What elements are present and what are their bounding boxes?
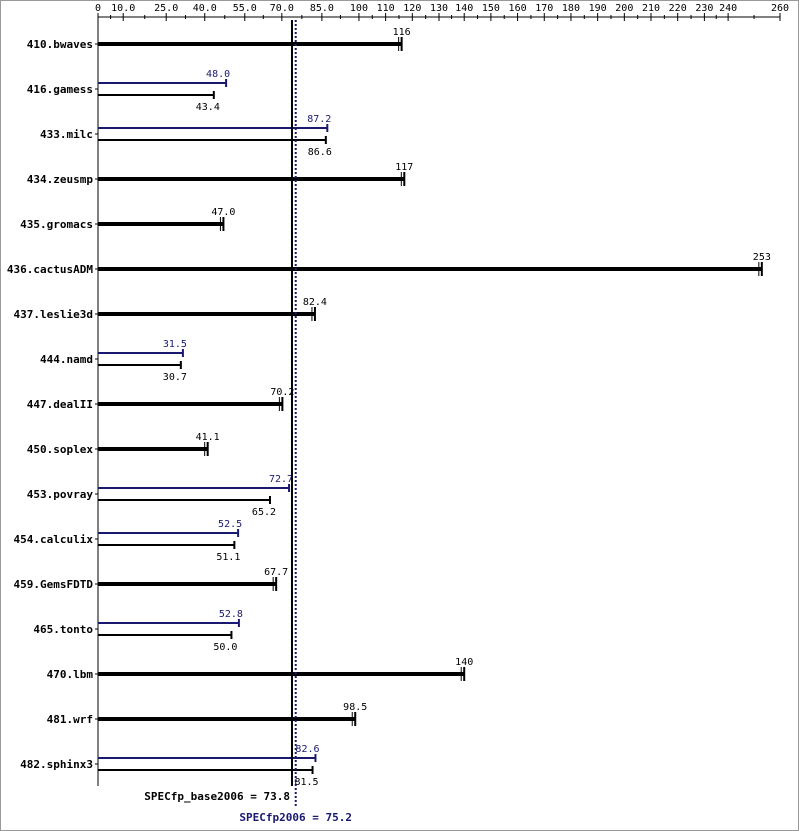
x-tick-label: 100 <box>350 3 368 14</box>
base-value-label: 67.7 <box>264 567 288 578</box>
x-axis: 0 10.0 25.0 40.0 55.0 70.0 85.0 100 110 120 130 140… <box>95 3 789 786</box>
x-tick-label: 240 <box>719 3 737 14</box>
peak-value-label: 82.6 <box>295 744 319 755</box>
benchmark-label: 470.lbm <box>47 668 94 681</box>
x-tick-label: 220 <box>669 3 687 14</box>
peak-value-label: 72.7 <box>269 474 293 485</box>
base-value-label: 98.5 <box>343 702 367 713</box>
base-value-label: 51.1 <box>216 552 240 563</box>
benchmark-label: 433.milc <box>40 128 93 141</box>
x-tick-label: 200 <box>615 3 633 14</box>
x-tick-label: 40.0 <box>193 3 217 14</box>
x-tick-label: 140 <box>455 3 473 14</box>
peak-value-label: 87.2 <box>307 114 331 125</box>
base-value-label: 82.4 <box>303 297 327 308</box>
x-tick-label: 260 <box>771 3 789 14</box>
x-tick-label: 170 <box>535 3 553 14</box>
base-value-label: 81.5 <box>294 777 318 788</box>
x-tick-label: 120 <box>403 3 421 14</box>
base-value-label: 43.4 <box>196 102 220 113</box>
benchmark-label: 416.gamess <box>27 83 93 96</box>
benchmark-label: 434.zeusmp <box>27 173 94 186</box>
x-tick-label: 70.0 <box>270 3 294 14</box>
x-tick-label: 85.0 <box>310 3 334 14</box>
x-tick-label: 130 <box>430 3 448 14</box>
x-tick-label: 150 <box>482 3 500 14</box>
base-value-label: 253 <box>753 252 771 263</box>
bars: 116 48.0 43.4 87.2 86.6 117 47.0 253 82.4 31.5 30.… <box>98 27 771 788</box>
base-value-label: 140 <box>455 657 473 668</box>
benchmark-label: 435.gromacs <box>20 218 93 231</box>
base-value-label: 116 <box>393 27 411 38</box>
benchmark-label: 444.namd <box>40 353 93 366</box>
x-tick-label: 55.0 <box>233 3 257 14</box>
base-mean-label: SPECfp_base2006 = 73.8 <box>144 790 290 803</box>
base-value-label: 50.0 <box>213 642 237 653</box>
benchmark-label: 481.wrf <box>47 713 93 726</box>
x-tick-label: 10.0 <box>111 3 135 14</box>
base-value-label: 65.2 <box>252 507 276 518</box>
x-tick-label: 190 <box>589 3 607 14</box>
peak-mean-label: SPECfp2006 = 75.2 <box>239 811 352 824</box>
base-value-label: 117 <box>395 162 413 173</box>
benchmark-label: 454.calculix <box>14 533 94 546</box>
benchmark-labels: 410.bwaves 416.gamess 433.milc 434.zeusmp 43… <box>7 38 98 771</box>
benchmark-label: 482.sphinx3 <box>20 758 93 771</box>
base-value-label: 70.2 <box>270 387 294 398</box>
peak-value-label: 31.5 <box>163 339 187 350</box>
x-tick-label: 160 <box>509 3 527 14</box>
benchmark-label: 465.tonto <box>33 623 93 636</box>
benchmark-label: 450.soplex <box>27 443 94 456</box>
mean-lines: SPECfp_base2006 = 73.8 SPECfp2006 = 75.2 <box>144 20 352 824</box>
base-value-label: 86.6 <box>308 147 332 158</box>
benchmark-label: 436.cactusADM <box>7 263 93 276</box>
benchmark-label: 459.GemsFDTD <box>14 578 94 591</box>
benchmark-label: 410.bwaves <box>27 38 93 51</box>
benchmark-label: 447.dealII <box>27 398 93 411</box>
benchmark-label: 437.leslie3d <box>14 308 93 321</box>
benchmark-label: 453.povray <box>27 488 94 501</box>
peak-value-label: 52.5 <box>218 519 242 530</box>
base-value-label: 47.0 <box>211 207 235 218</box>
x-tick-label: 110 <box>377 3 395 14</box>
x-tick-label: 230 <box>695 3 713 14</box>
peak-value-label: 52.8 <box>219 609 243 620</box>
base-value-label: 41.1 <box>196 432 220 443</box>
x-tick-label: 25.0 <box>154 3 178 14</box>
x-tick-label: 210 <box>642 3 660 14</box>
x-tick-label: 0 <box>95 3 101 14</box>
peak-value-label: 48.0 <box>206 69 230 80</box>
base-value-label: 30.7 <box>163 372 187 383</box>
x-tick-label: 180 <box>562 3 580 14</box>
